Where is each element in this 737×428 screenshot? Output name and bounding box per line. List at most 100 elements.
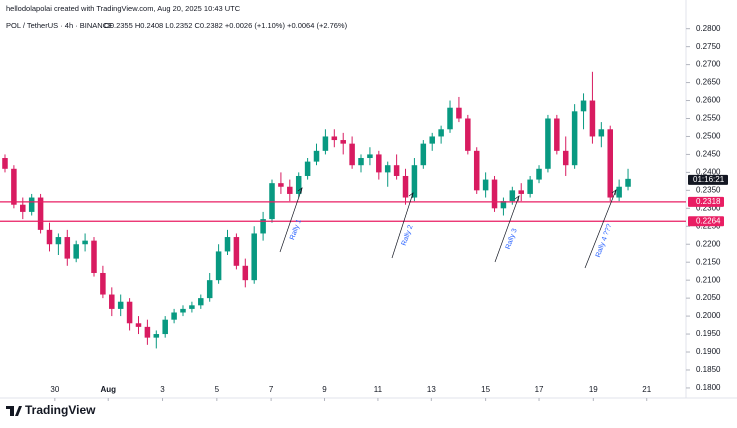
y-tick-label: 0.2300 bbox=[696, 203, 721, 212]
symbol: POL / TetherUS · 4h · BINANCE bbox=[6, 21, 113, 30]
y-tick-label: 0.2450 bbox=[696, 150, 721, 159]
x-tick-label: 13 bbox=[427, 385, 436, 394]
candle-body bbox=[465, 118, 471, 151]
candle-body bbox=[384, 165, 391, 173]
candle-body bbox=[135, 323, 142, 327]
x-tick-label: 5 bbox=[215, 385, 220, 394]
candle-body bbox=[171, 312, 177, 320]
y-tick-label: 0.2800 bbox=[696, 24, 721, 33]
attribution: hellodolapolai created with TradingView.… bbox=[6, 4, 241, 13]
candle-body bbox=[402, 175, 409, 198]
y-tick-label: 0.2150 bbox=[696, 257, 721, 266]
candle-body bbox=[518, 190, 524, 194]
candle-body bbox=[260, 219, 266, 234]
candle-body bbox=[598, 129, 605, 137]
candle-body bbox=[287, 186, 293, 194]
level-label-bg bbox=[688, 216, 724, 227]
arrow-head bbox=[297, 187, 303, 194]
x-tick-label: 7 bbox=[269, 385, 274, 394]
candle-body bbox=[295, 175, 302, 194]
candle-body bbox=[616, 186, 622, 198]
y-tick-label: 0.2650 bbox=[696, 78, 721, 87]
annotation-arrow bbox=[279, 187, 303, 253]
x-tick-label: 11 bbox=[374, 385, 383, 394]
annotation-arrow bbox=[391, 192, 414, 259]
candle-body bbox=[117, 301, 124, 309]
y-tick-label: 0.2000 bbox=[696, 311, 721, 320]
x-tick-label: Aug bbox=[100, 385, 116, 394]
candle-body bbox=[189, 305, 195, 309]
ohlc-summary: O0.2355 H0.2408 L0.2352 C0.2382 +0.0026 … bbox=[104, 21, 348, 30]
y-tick-label: 0.2700 bbox=[696, 60, 721, 69]
candle-body bbox=[55, 237, 62, 245]
candle-body bbox=[456, 107, 462, 119]
candle-body bbox=[393, 165, 400, 176]
y-tick-label: 0.2500 bbox=[696, 132, 721, 141]
candle-body bbox=[91, 240, 97, 273]
candle-body bbox=[153, 334, 160, 338]
annotation-arrow bbox=[494, 195, 520, 263]
candle-body bbox=[562, 150, 569, 166]
logo: TradingView bbox=[6, 403, 96, 417]
y-tick-label: 0.1850 bbox=[696, 365, 721, 374]
candle-body bbox=[162, 319, 168, 335]
candle-body bbox=[37, 197, 44, 230]
countdown-bg bbox=[688, 174, 728, 185]
candle-body bbox=[358, 158, 364, 166]
x-tick-label: 21 bbox=[642, 385, 651, 394]
arrow-head bbox=[514, 195, 520, 202]
candle-body bbox=[233, 237, 240, 266]
level-label: 0.2318 bbox=[696, 197, 721, 206]
x-tick-label: 15 bbox=[481, 385, 490, 394]
candle-body bbox=[554, 118, 560, 151]
x-tick-label: 9 bbox=[322, 385, 327, 394]
y-tick-label: 0.2600 bbox=[696, 96, 721, 105]
y-tick-label: 0.2350 bbox=[696, 185, 721, 194]
candle-body bbox=[73, 244, 79, 259]
countdown: 01:16:21 bbox=[693, 175, 725, 184]
candle-body bbox=[224, 237, 231, 252]
candle-body bbox=[144, 326, 151, 338]
level-label-bg bbox=[688, 196, 724, 207]
candle-body bbox=[242, 265, 249, 281]
x-tick-label: 3 bbox=[160, 385, 165, 394]
candle-body bbox=[82, 240, 88, 245]
candle-body bbox=[589, 100, 596, 137]
candle-body bbox=[251, 233, 257, 281]
candle-body bbox=[278, 183, 284, 187]
candle-body bbox=[64, 237, 71, 259]
y-tick-label: 0.1900 bbox=[696, 347, 721, 356]
candle-body bbox=[11, 168, 17, 205]
candle-body bbox=[269, 183, 275, 220]
candle-body bbox=[473, 150, 480, 191]
y-tick-label: 0.2750 bbox=[696, 42, 721, 51]
candle-body bbox=[625, 178, 631, 187]
y-tick-label: 0.2100 bbox=[696, 275, 721, 284]
candle-body bbox=[180, 308, 186, 313]
candle-body bbox=[429, 136, 435, 144]
y-tick-label: 0.2400 bbox=[696, 167, 721, 176]
candle-body bbox=[411, 165, 418, 198]
candle-body bbox=[46, 229, 53, 245]
candle-body bbox=[536, 168, 542, 180]
candle-body bbox=[198, 298, 204, 306]
y-tick-label: 0.1950 bbox=[696, 329, 721, 338]
candle-body bbox=[580, 100, 587, 112]
annotation-arrow bbox=[584, 189, 617, 269]
candle-body bbox=[607, 129, 613, 198]
candle-body bbox=[545, 118, 551, 169]
candle-body bbox=[482, 179, 489, 191]
candle-body bbox=[313, 150, 320, 162]
candle-body bbox=[215, 251, 222, 281]
candle-body bbox=[491, 179, 498, 209]
candle-body bbox=[126, 301, 133, 324]
candle-body bbox=[571, 111, 578, 166]
y-tick-label: 0.2050 bbox=[696, 293, 721, 302]
level-label: 0.2264 bbox=[696, 216, 721, 225]
candle-body bbox=[206, 280, 213, 299]
candle-body bbox=[2, 158, 8, 169]
candle-body bbox=[527, 179, 533, 194]
x-tick-label: 19 bbox=[589, 385, 598, 394]
